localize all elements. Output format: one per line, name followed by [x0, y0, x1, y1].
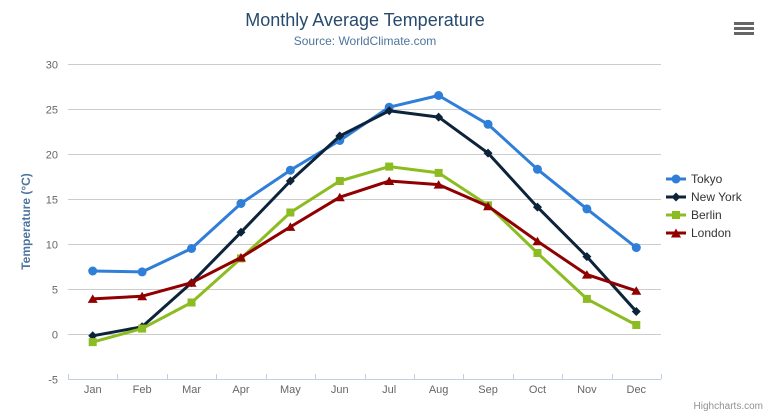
square-marker-icon [666, 211, 686, 219]
data-point-new-york[interactable] [384, 106, 394, 116]
chart-subtitle: Source: WorldClimate.com [293, 34, 437, 48]
chart-title: Monthly Average Temperature [245, 10, 485, 30]
data-point-london[interactable] [334, 192, 345, 202]
x-tick-label: Apr [232, 384, 249, 396]
series-line-berlin[interactable] [91, 165, 638, 344]
data-point-new-york[interactable] [483, 148, 493, 158]
y-tick-label: -5 [48, 375, 58, 387]
y-tick-label: 10 [46, 240, 58, 252]
data-point-new-york[interactable] [236, 227, 246, 237]
y-tick-label: 25 [46, 105, 58, 117]
x-tick-label: Dec [627, 384, 647, 396]
credits-link[interactable]: Highcharts.com [693, 401, 763, 412]
diamond-marker-icon [666, 192, 686, 202]
series-line-london[interactable] [91, 179, 638, 301]
data-point-berlin[interactable] [138, 324, 147, 333]
data-point-london[interactable] [384, 176, 395, 186]
x-tick-label: Jun [331, 384, 349, 396]
export-menu-button[interactable] [731, 18, 757, 38]
legend-item-new-york[interactable]: New York [666, 188, 742, 206]
data-point-new-york[interactable] [88, 331, 98, 341]
data-point-new-york[interactable] [335, 131, 345, 141]
data-point-london[interactable] [235, 253, 246, 262]
data-point-london[interactable] [285, 222, 296, 231]
x-tick-label: Feb [133, 384, 152, 396]
circle-marker-icon [666, 174, 686, 184]
data-point-london[interactable] [433, 180, 444, 189]
x-tick-label: Nov [577, 384, 597, 396]
data-point-london[interactable] [483, 201, 494, 211]
data-point-new-york[interactable] [285, 176, 295, 186]
data-point-tokyo[interactable] [631, 243, 641, 253]
data-point-tokyo[interactable] [187, 244, 197, 253]
data-point-new-york[interactable] [532, 202, 542, 212]
data-point-new-york[interactable] [582, 252, 592, 262]
data-point-tokyo[interactable] [434, 91, 444, 100]
data-point-london[interactable] [186, 278, 197, 287]
x-tick-label: Jan [84, 384, 102, 396]
data-point-new-york[interactable] [434, 112, 444, 122]
legend-item-tokyo[interactable]: Tokyo [666, 170, 742, 188]
legend-label: Berlin [691, 208, 722, 222]
data-point-tokyo[interactable] [483, 119, 493, 129]
data-point-london[interactable] [137, 291, 148, 301]
y-tick-label: 20 [46, 150, 58, 162]
x-tick-label: Oct [529, 384, 546, 396]
data-point-london[interactable] [631, 286, 642, 295]
data-point-berlin[interactable] [187, 298, 196, 307]
triangle-marker-icon [666, 228, 686, 238]
data-point-london[interactable] [87, 294, 98, 303]
legend: Tokyo New York Berlin London [666, 170, 742, 242]
y-tick-label: 0 [52, 330, 58, 342]
data-point-tokyo[interactable] [236, 199, 246, 208]
data-point-berlin[interactable] [286, 208, 295, 217]
x-tick-label: Mar [182, 384, 201, 396]
legend-item-berlin[interactable]: Berlin [666, 206, 742, 224]
data-point-new-york[interactable] [631, 307, 641, 316]
legend-label: London [691, 226, 732, 240]
data-point-tokyo[interactable] [532, 164, 542, 174]
legend-item-london[interactable]: London [666, 224, 742, 242]
legend-label: Tokyo [691, 172, 723, 186]
legend-label: New York [691, 190, 742, 204]
data-point-berlin[interactable] [434, 168, 443, 177]
series-line-new-york[interactable] [91, 109, 638, 338]
data-point-berlin[interactable] [88, 338, 97, 347]
data-point-london[interactable] [581, 270, 592, 279]
data-point-berlin[interactable] [335, 177, 344, 185]
data-point-tokyo[interactable] [582, 204, 592, 214]
data-point-tokyo[interactable] [137, 267, 147, 277]
x-tick-label: Jul [382, 384, 396, 396]
data-point-berlin[interactable] [385, 162, 394, 171]
x-tick-label: Sep [478, 384, 498, 396]
x-tick-label: May [280, 384, 301, 396]
data-point-tokyo[interactable] [88, 266, 98, 276]
x-tick-label: Aug [429, 384, 449, 396]
y-tick-label: 15 [46, 195, 58, 207]
y-tick-label: 30 [46, 60, 58, 72]
data-point-berlin[interactable] [582, 294, 591, 303]
data-point-london[interactable] [532, 236, 543, 246]
data-point-tokyo[interactable] [285, 165, 295, 175]
y-axis-title: Temperature (°C) [19, 173, 33, 270]
hamburger-icon [734, 21, 754, 35]
data-point-berlin[interactable] [632, 321, 641, 329]
y-tick-label: 5 [52, 285, 58, 297]
data-point-berlin[interactable] [533, 249, 542, 257]
